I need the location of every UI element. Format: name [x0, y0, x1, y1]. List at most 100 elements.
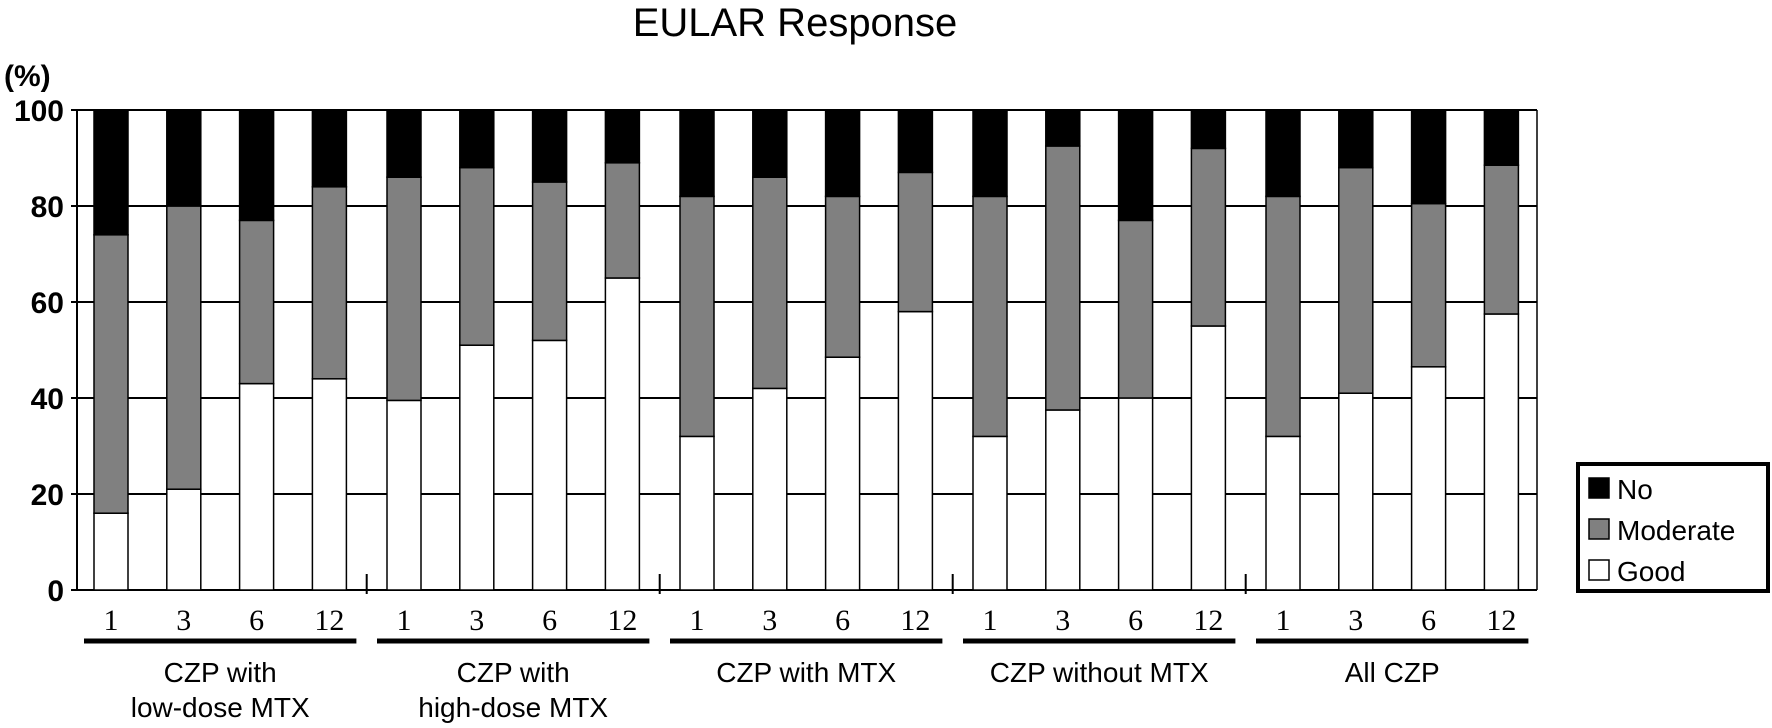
bar-segment-no	[972, 109, 1008, 198]
bar-segment-no	[679, 109, 715, 198]
bar-segment-good	[531, 339, 568, 591]
x-tick-label: 3	[176, 604, 191, 637]
bar-segment-no	[1410, 109, 1447, 205]
legend-swatch-no	[1588, 477, 1610, 499]
x-tick-label: 6	[1128, 604, 1143, 637]
group-label: low-dose MTX	[131, 692, 310, 723]
group-label: CZP with	[457, 657, 570, 688]
bar-segment-moderate	[752, 176, 788, 390]
bar-segment-good	[972, 435, 1008, 591]
bar-segment-moderate	[1338, 166, 1374, 394]
bar-segment-good	[604, 277, 641, 591]
gridlines	[77, 109, 1537, 591]
x-tick-label: 3	[1348, 604, 1363, 637]
bar-segment-no	[93, 109, 129, 236]
x-tick-label: 12	[607, 604, 637, 637]
y-tick-label: 60	[31, 287, 64, 320]
bar-segment-good	[311, 378, 348, 591]
bar-segment-good	[93, 512, 129, 591]
x-tick-label: 3	[762, 604, 777, 637]
bar-segment-moderate	[1265, 195, 1301, 438]
bars	[93, 109, 1520, 591]
x-tick-label: 12	[314, 604, 344, 637]
legend: No Moderate Good	[1576, 462, 1770, 593]
bar-segment-good	[897, 310, 934, 591]
x-tick-label: 6	[542, 604, 557, 637]
bar-segment-no	[1265, 109, 1301, 198]
bar-segment-good	[1117, 397, 1154, 591]
group-label: high-dose MTX	[418, 692, 608, 723]
bar-segment-good	[166, 488, 202, 591]
x-tick-label: 1	[690, 604, 705, 637]
bar-segment-no	[752, 109, 788, 178]
x-tick-label: 1	[104, 604, 119, 637]
bar-segment-moderate	[459, 166, 495, 346]
legend-swatch-moderate	[1588, 518, 1610, 540]
chart-title: EULAR Response	[633, 1, 958, 45]
bar-segment-no	[311, 109, 348, 188]
x-tick-label: 6	[249, 604, 264, 637]
legend-label-good: Good	[1617, 556, 1686, 587]
bar-segment-good	[1410, 366, 1447, 591]
bar-segment-no	[1190, 109, 1227, 150]
x-tick-label: 12	[900, 604, 930, 637]
bar-segment-moderate	[1483, 164, 1520, 315]
bar-segment-no	[604, 109, 641, 164]
x-tick-label: 6	[1421, 604, 1436, 637]
x-tick-label: 12	[1193, 604, 1223, 637]
bar-segment-no	[531, 109, 568, 183]
group-labels: CZP with low-dose MTX CZP with high-dose MT…	[84, 638, 1529, 723]
bar-segment-good	[238, 382, 275, 591]
bar-segment-good	[459, 344, 495, 591]
bar-segment-moderate	[1190, 147, 1227, 327]
y-tick-label: 0	[47, 575, 64, 608]
bar-segment-no	[386, 109, 422, 178]
y-unit-label: (%)	[4, 60, 51, 93]
bar-segment-moderate	[311, 186, 348, 380]
bar-segment-good	[1265, 435, 1301, 591]
x-tick-label: 1	[983, 604, 998, 637]
x-tick-label: 12	[1486, 604, 1516, 637]
bar-segment-good	[752, 387, 788, 591]
y-tick-label: 100	[14, 95, 64, 128]
bar-segment-moderate	[1410, 202, 1447, 368]
group-label: CZP with MTX	[716, 657, 896, 688]
bar-segment-no	[459, 109, 495, 169]
x-tick-labels: 1 3 6 12 1 3 6 12 1 3 6 12 1 3 6 12 1 3 6 12	[104, 604, 1517, 637]
bar-segment-no	[1338, 109, 1374, 169]
bar-segment-moderate	[531, 181, 568, 342]
bar-segment-no	[897, 109, 934, 174]
bar-segment-moderate	[897, 171, 934, 313]
x-tick-label: 6	[835, 604, 850, 637]
bar-segment-good	[1045, 409, 1081, 591]
y-tick-label: 40	[31, 383, 64, 416]
group-label: All CZP	[1345, 657, 1440, 688]
x-tick-label: 1	[397, 604, 412, 637]
x-tick-label: 3	[469, 604, 484, 637]
bar-segment-no	[824, 109, 861, 198]
bar-segment-moderate	[386, 176, 422, 402]
group-label: CZP without MTX	[990, 657, 1209, 688]
legend-swatch-good	[1588, 559, 1610, 581]
bar-segment-good	[386, 399, 422, 591]
bar-segment-good	[824, 356, 861, 591]
y-tick-label: 80	[31, 191, 64, 224]
bar-segment-good	[1483, 313, 1520, 591]
bar-segment-moderate	[972, 195, 1008, 438]
x-tick-label: 3	[1055, 604, 1070, 637]
bar-segment-good	[1190, 325, 1227, 591]
bar-segment-good	[1338, 392, 1374, 591]
bar-segment-moderate	[679, 195, 715, 438]
bar-segment-moderate	[1045, 145, 1081, 411]
legend-label-moderate: Moderate	[1617, 515, 1735, 546]
bar-segment-no	[238, 109, 275, 222]
bar-segment-no	[1045, 109, 1081, 147]
bar-segment-moderate	[1117, 219, 1154, 399]
axes	[71, 109, 1538, 594]
bar-segment-moderate	[824, 195, 861, 358]
y-tick-label: 20	[31, 479, 64, 512]
bar-segment-moderate	[238, 219, 275, 385]
bar-segment-moderate	[166, 205, 202, 490]
bar-segment-good	[679, 435, 715, 591]
